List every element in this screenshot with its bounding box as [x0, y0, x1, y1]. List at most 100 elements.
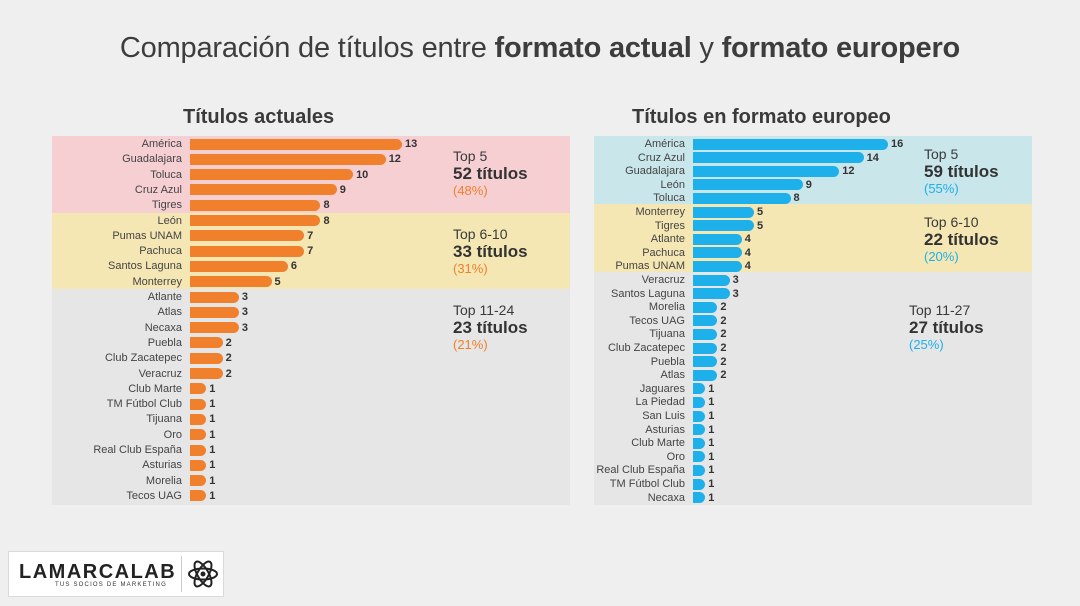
category-label: Tijuana — [649, 328, 685, 341]
bar — [693, 356, 718, 368]
bar — [190, 184, 337, 196]
bar — [190, 368, 223, 379]
left-chart: Top 5 52 títulos (48%) Top 6-10 33 títulos (3… — [52, 136, 570, 505]
bar-value-label: 1 — [209, 382, 216, 395]
bar — [190, 169, 354, 181]
bar-value-label: 5 — [756, 206, 764, 218]
category-label: Tecos UAG — [126, 489, 182, 502]
category-label: América — [141, 138, 182, 150]
bar-value-label: 3 — [241, 291, 249, 303]
bar — [693, 396, 706, 408]
bar-value-label: 1 — [708, 382, 715, 395]
category-label: Atlas — [660, 369, 685, 382]
bar-value-label: 12 — [388, 153, 401, 166]
bar-value-label: 2 — [225, 336, 232, 349]
category-label: Asturias — [645, 423, 685, 436]
group-percent: (55%) — [924, 180, 959, 196]
bar — [693, 328, 718, 340]
bar-value-label: 1 — [708, 464, 715, 477]
brand-name: LAMARCALAB — [19, 561, 177, 583]
group-percent: (25%) — [909, 336, 944, 352]
category-label: Toluca — [653, 192, 685, 205]
atom-icon — [188, 560, 218, 588]
bar — [693, 192, 791, 204]
group-summary: Top 6-10 22 títulos (20%) — [924, 214, 999, 265]
category-label: Club Zacatepec — [104, 352, 182, 365]
bar — [693, 342, 718, 354]
bar-value-label: 5 — [756, 219, 764, 232]
group-band — [594, 272, 1032, 505]
bar — [693, 451, 706, 463]
bar-value-label: 1 — [209, 428, 216, 441]
group-label: Top 11-24 — [453, 302, 515, 318]
bar — [693, 220, 754, 232]
bar — [693, 301, 718, 313]
bar — [190, 306, 239, 318]
category-label: Atlante — [650, 233, 685, 246]
left-chart-title: Títulos actuales — [183, 106, 335, 128]
page-title: Comparación de títulos entre formato act… — [119, 32, 961, 64]
bar-value-label: 4 — [744, 233, 751, 246]
group-count: 27 títulos — [909, 318, 984, 338]
bar-value-label: 1 — [209, 474, 216, 487]
bar-value-label: 8 — [323, 199, 330, 212]
brand-tagline: TUS SOCIOS DE MARKETING — [55, 582, 167, 588]
right-chart-title: Títulos en formato europeo — [632, 106, 891, 128]
bar-value-label: 8 — [323, 214, 330, 227]
bar-value-label: 3 — [732, 287, 739, 300]
bar-value-label: 1 — [209, 398, 216, 411]
brand-logo: LAMARCALAB TUS SOCIOS DE MARKETING — [8, 551, 224, 597]
category-label: Pachuca — [642, 246, 685, 259]
bar — [190, 475, 207, 487]
bar — [190, 352, 223, 364]
category-label: León — [157, 214, 182, 227]
bar-value-label: 8 — [793, 192, 800, 205]
bar — [693, 233, 742, 245]
bar-value-label: 7 — [307, 229, 314, 242]
category-label: Oro — [666, 450, 685, 463]
bar — [693, 247, 742, 259]
bar-value-label: 1 — [708, 491, 715, 504]
group-percent: (48%) — [453, 182, 488, 198]
bar — [693, 437, 706, 449]
bar-value-label: 4 — [744, 246, 751, 259]
group-count: 52 títulos — [453, 164, 528, 184]
group-band — [594, 204, 1032, 272]
category-label: Guadalajara — [625, 165, 685, 178]
group-percent: (20%) — [924, 248, 959, 264]
bar-value-label: 1 — [708, 450, 715, 463]
bar-value-label: 14 — [866, 151, 879, 164]
bar-value-label: 7 — [307, 245, 314, 258]
bar — [693, 369, 718, 381]
bar-value-label: 1 — [708, 437, 715, 450]
bar-value-label: 1 — [209, 489, 216, 502]
bar-value-label: 1 — [708, 423, 715, 436]
category-label: Atlas — [157, 306, 182, 319]
bar-value-label: 1 — [209, 413, 216, 426]
group-summary: Top 5 59 títulos (55%) — [924, 146, 999, 197]
bar-value-label: 2 — [720, 355, 727, 368]
bar — [693, 492, 706, 504]
category-label: Guadalajara — [122, 153, 182, 166]
bar-value-label: 1 — [209, 444, 216, 456]
category-label: Toluca — [150, 168, 182, 181]
bar — [190, 260, 288, 272]
group-summary: Top 5 52 títulos (48%) — [453, 148, 528, 199]
bar-value-label: 2 — [225, 367, 232, 380]
category-label: Monterrey — [132, 275, 182, 288]
category-label: Veracruz — [641, 274, 685, 286]
category-label: Veracruz — [138, 367, 182, 380]
category-label: Pachuca — [139, 245, 182, 258]
group-label: Top 11-27 — [909, 302, 971, 318]
bar-value-label: 9 — [339, 183, 346, 196]
bar — [190, 444, 207, 456]
category-label: Monterrey — [635, 206, 685, 218]
bar-value-label: 2 — [720, 301, 727, 314]
bar — [190, 276, 272, 288]
bar — [190, 230, 305, 242]
bar-value-label: 10 — [356, 168, 369, 181]
bar-value-label: 2 — [720, 342, 727, 354]
bar-value-label: 6 — [290, 260, 297, 273]
category-label: Tigres — [654, 219, 685, 232]
category-label: TM Fútbol Club — [106, 398, 182, 411]
